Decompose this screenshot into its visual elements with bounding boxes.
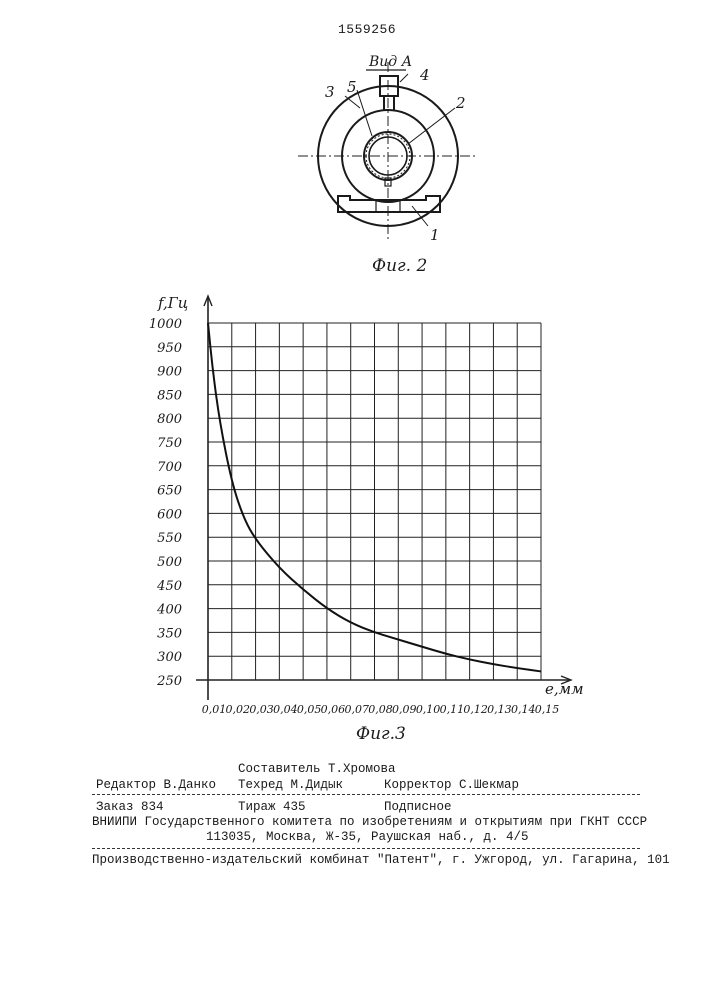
x-tick-label: 0,05 (297, 703, 322, 716)
footer-divider-2 (92, 848, 640, 849)
x-tick-label: 0,09 (392, 703, 417, 716)
chart-grid (208, 323, 541, 680)
footer-techred: Техред М.Дидык (238, 778, 343, 792)
footer-proofreader: Корректор С.Шекмар (384, 778, 519, 792)
y-tick-label: 450 (156, 579, 182, 594)
y-tick-label: 900 (157, 365, 182, 380)
footer-institute: ВНИИПИ Государственного комитета по изоб… (92, 815, 647, 829)
chart-x-axis-label: e,мм (545, 680, 584, 698)
x-tick-label: 0,08 (368, 703, 393, 716)
y-tick-label: 250 (156, 674, 182, 689)
chart-y-axis-label: f,Гц (157, 294, 188, 312)
y-tick-label: 600 (157, 507, 182, 522)
y-tick-label: 950 (157, 341, 182, 356)
y-tick-label: 650 (157, 484, 182, 499)
x-tick-label: 0,01 (202, 703, 227, 716)
footer-publisher: Производственно-издательский комбинат "П… (92, 853, 670, 867)
x-tick-label: 0,13 (487, 703, 512, 716)
x-tick-label: 0,04 (273, 703, 298, 716)
y-tick-label: 850 (157, 388, 182, 403)
x-tick-label: 0,12 (463, 703, 488, 716)
footer-circulation: Тираж 435 (238, 800, 306, 814)
x-tick-label: 0,15 (535, 703, 560, 716)
chart-axes (196, 296, 571, 700)
figure-3-chart: 1000 950 900 850 800 750 700 650 600 550 500 450 400… (0, 0, 707, 720)
y-tick-label: 1000 (149, 317, 182, 332)
x-tick-label: 0,10 (416, 703, 441, 716)
x-tick-label: 0,03 (249, 703, 274, 716)
footer-editor: Редактор В.Данко (96, 778, 216, 792)
footer-address: 113035, Москва, Ж-35, Раушская наб., д. … (206, 830, 529, 844)
y-tick-label: 550 (157, 531, 182, 546)
footer-divider-1 (92, 794, 640, 795)
y-tick-label: 350 (157, 626, 182, 641)
x-tick-label: 0,11 (440, 703, 465, 716)
y-tick-label: 500 (157, 555, 182, 570)
footer-order: Заказ 834 (96, 800, 164, 814)
y-tick-label: 750 (157, 436, 182, 451)
footer-subscription: Подписное (384, 800, 452, 814)
x-tick-label: 0,14 (511, 703, 536, 716)
figure-3-caption: Фиг.3 (356, 724, 406, 744)
y-tick-label: 700 (157, 460, 182, 475)
y-tick-label: 800 (157, 412, 182, 427)
x-tick-label: 0,07 (344, 703, 369, 716)
y-tick-label: 300 (157, 650, 182, 665)
y-tick-label: 400 (156, 603, 182, 618)
x-tick-label: 0,06 (321, 703, 346, 716)
x-tick-label: 0,02 (226, 703, 251, 716)
footer-compiler: Составитель Т.Хромова (238, 762, 396, 776)
